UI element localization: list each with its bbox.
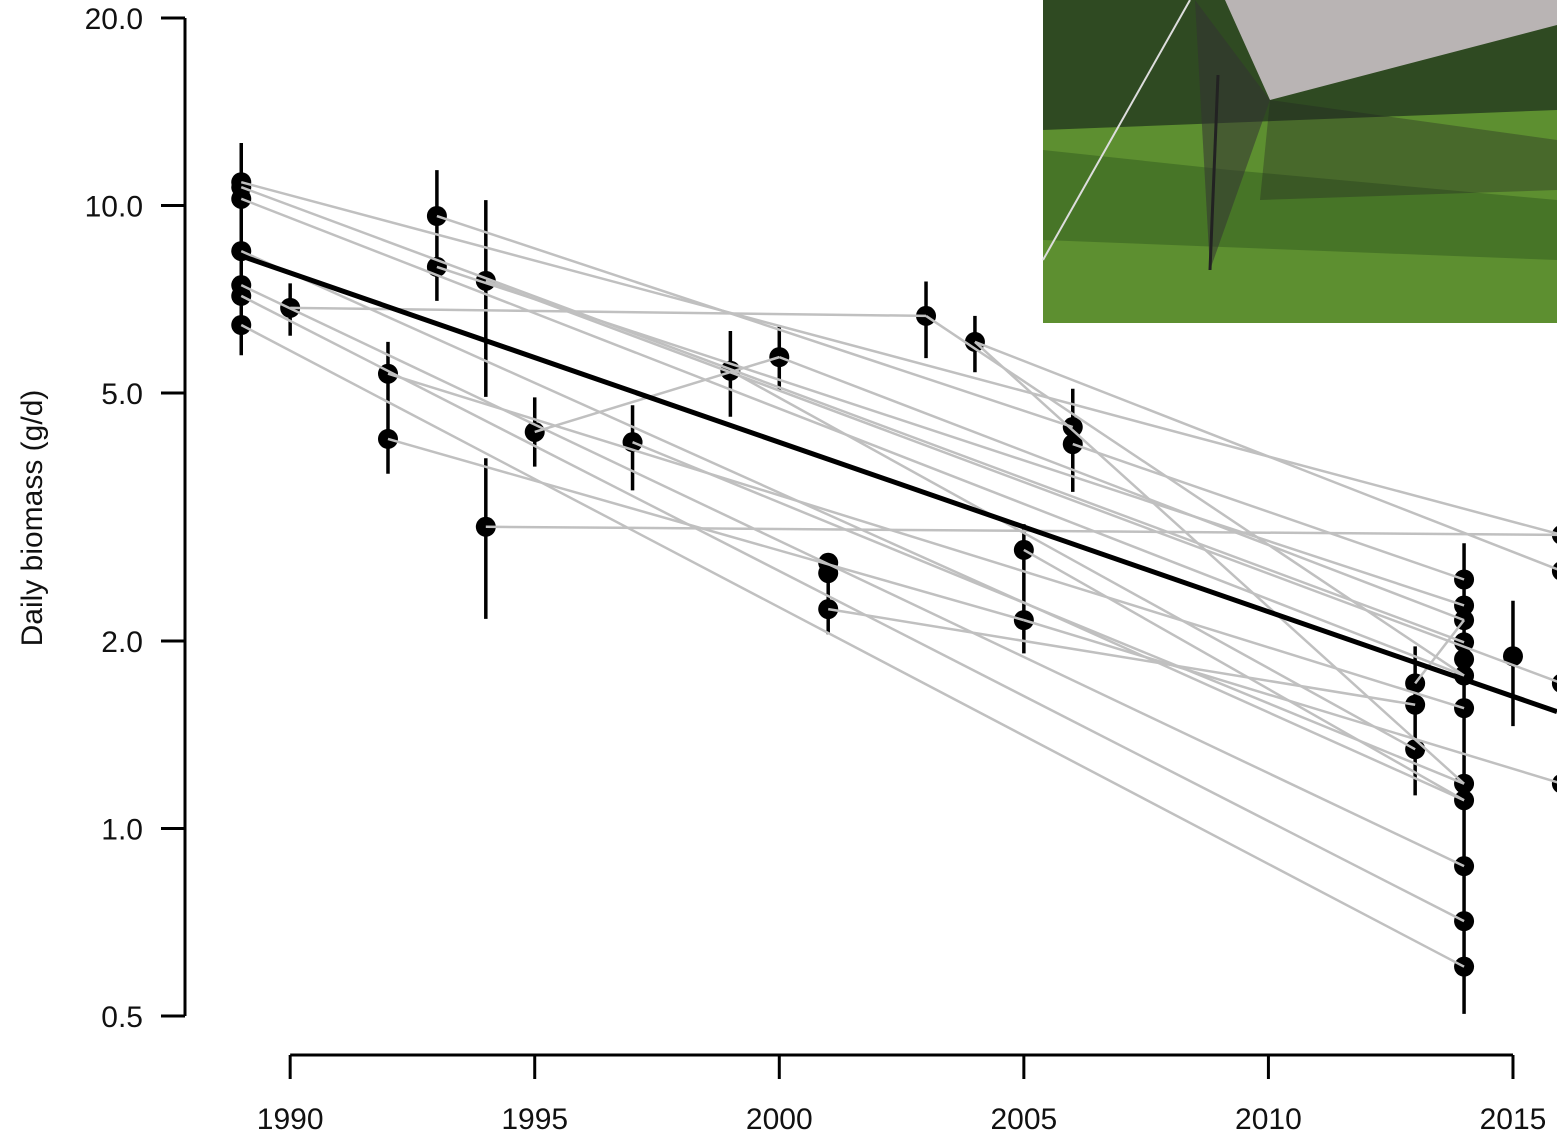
fit-line [240,253,1557,715]
track-line [974,341,1465,785]
data-point [1551,562,1557,580]
y-axis-label: Daily biomass (g/d) [16,390,49,647]
data-point [1502,646,1523,667]
track-line [1072,442,1465,581]
x-tick-label: 2005 [990,1103,1057,1136]
track-line [534,355,780,434]
plot-area: 0.5 1.0 2.0 5.0 10.0 20.0 Daily biomass (g/d) 1… [16,3,1557,1136]
y-tick-label: 1.0 [101,813,143,846]
data-point [1551,674,1557,693]
x-tick-label: 1995 [501,1103,568,1136]
data-point [1454,649,1475,670]
track-line [974,340,1557,571]
y-tick-label: 0.5 [101,1001,143,1034]
x-tick-label: 1990 [257,1103,324,1136]
y-tick-label: 5.0 [101,378,143,411]
track-line [1414,619,1466,685]
track-line [485,525,1557,537]
track-line [387,372,1465,710]
data-point [1013,539,1034,560]
track-line [436,265,1465,607]
x-tick-label: 2000 [746,1103,813,1136]
track-line [778,355,1465,622]
track-line [240,323,1465,968]
x-tick-label: 2015 [1480,1103,1547,1136]
y-tick-label: 2.0 [101,626,143,659]
track-line [240,186,1465,644]
track-line [240,249,1465,802]
track-line [632,441,1465,785]
track-line [240,284,1465,868]
inset-photo [1042,0,1557,323]
track-line [1023,548,1465,802]
track-line [485,279,1557,683]
track-line [828,607,1416,706]
y-tick-label: 20.0 [85,3,143,36]
y-tick-label: 10.0 [85,191,143,224]
data-point [1551,774,1557,793]
track-line [1023,618,1557,784]
x-tick-label: 2010 [1235,1103,1302,1136]
data-point [818,563,839,584]
track-line [436,214,1074,429]
track-line [240,294,1465,923]
track-line [240,181,1557,535]
track-line [925,314,1465,677]
